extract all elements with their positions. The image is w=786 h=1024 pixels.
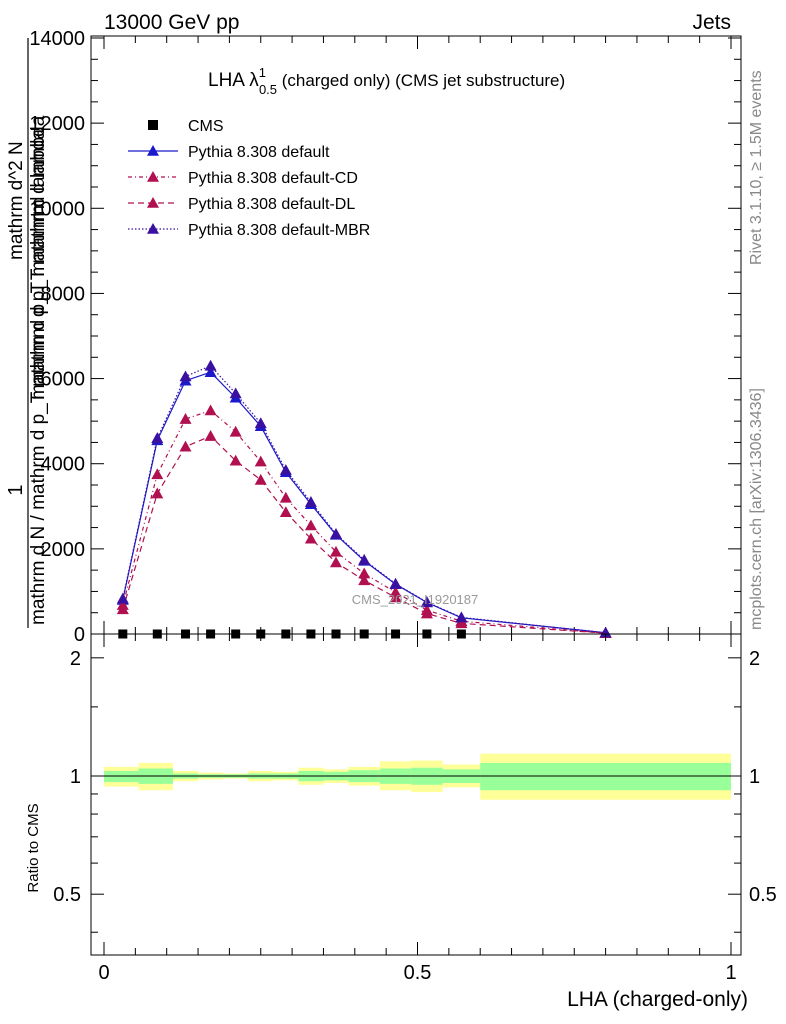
- y-tick-label: 6000: [41, 369, 86, 391]
- data-point: [179, 370, 192, 382]
- main-ylabel: 1 mathrm d N / mathrm d p_T mathrm d p_T…: [5, 38, 49, 628]
- watermark: CMS_2021_I1920187: [352, 592, 479, 607]
- data-point: [389, 577, 402, 589]
- data-point: [151, 487, 164, 499]
- ylabel-numer2: mathrm d^2 N: [6, 141, 27, 260]
- data-point: [304, 519, 317, 531]
- legend-item: Pythia 8.308 default: [128, 144, 330, 161]
- data-point: [229, 454, 242, 466]
- title-main: LHA λ: [208, 70, 259, 91]
- ratio-panel: 0 0.5 1 0.5 0.5 1 1 2 2: [53, 633, 777, 984]
- data-point: [254, 417, 267, 429]
- y-tick-label: 12000: [29, 113, 85, 135]
- ratio-frame: [90, 633, 742, 956]
- data-point: [151, 468, 164, 480]
- process-label: Jets: [692, 11, 731, 34]
- legend-label: CMS: [188, 118, 224, 135]
- data-point: [455, 617, 468, 629]
- energy-label: 13000 GeV pp: [104, 11, 239, 34]
- x-axis-label: LHA (charged-only): [567, 988, 748, 1011]
- data-point: [329, 545, 342, 557]
- legend-label: Pythia 8.308 default-CD: [188, 170, 358, 187]
- legend-item: Pythia 8.308 default-DL: [128, 196, 355, 213]
- data-point: [116, 603, 129, 615]
- series-4: [116, 359, 612, 638]
- y-tick-label: 14000: [29, 28, 85, 50]
- legend-item: Pythia 8.308 default-CD: [128, 170, 358, 187]
- data-point: [179, 440, 192, 452]
- legend-item: CMS: [148, 118, 224, 135]
- data-point: [204, 430, 217, 441]
- ratio-y-tick-label-right: 2: [749, 648, 760, 670]
- data-point: [116, 592, 129, 604]
- title-sub: 0.5: [259, 82, 277, 97]
- x-tick-label: 0.5: [404, 962, 432, 984]
- legend-marker: [148, 120, 158, 130]
- data-point: [204, 359, 217, 371]
- ratio-y-tick-label: 2: [70, 648, 81, 670]
- data-point: [279, 491, 292, 503]
- data-point: [229, 387, 242, 399]
- legend-item: Pythia 8.308 default-MBR: [128, 222, 370, 239]
- ratio-y-tick-label: 0.5: [53, 884, 81, 906]
- legend-marker: [147, 223, 159, 234]
- data-point: [389, 591, 402, 603]
- main-title: LHA λ1 0.5 (charged only) (CMS jet substr…: [208, 65, 565, 97]
- data-point: [420, 607, 433, 619]
- y-tick-label: 0: [74, 624, 85, 646]
- ratio-ylabel: Ratio to CMS: [25, 803, 42, 892]
- y-tick-label: 10000: [29, 198, 85, 220]
- rivet-label: Rivet 3.1.10, ≥ 1.5M events: [748, 70, 765, 265]
- ylabel-denom: mathrm d N / mathrm d p_T mathrm d p_T m…: [28, 115, 49, 625]
- data-point: [358, 567, 371, 579]
- ratio-band-inner: [104, 770, 139, 783]
- data-point: [358, 553, 371, 565]
- data-point: [358, 574, 371, 586]
- legend-marker: [147, 171, 159, 182]
- mcplots-label: mcplots.cern.ch [arXiv:1306.3436]: [748, 388, 765, 630]
- ylabel-denom2: mathrm d p_T mathrm d lambda: [28, 129, 49, 400]
- legend-label: Pythia 8.308 default-MBR: [188, 222, 370, 239]
- ratio-y-tick-label-right: 1: [749, 766, 760, 788]
- x-tick-label: 1: [725, 962, 736, 984]
- data-point: [420, 596, 433, 607]
- x-tick-label: 0: [98, 962, 109, 984]
- main-panel: 0 2000 4000 6000 8000 10000 12000 14000: [29, 28, 742, 646]
- data-point: [254, 455, 267, 467]
- legend-marker: [147, 197, 159, 208]
- data-point: [279, 464, 292, 475]
- data-point: [329, 527, 342, 539]
- data-point: [599, 626, 612, 638]
- data-point: [254, 473, 267, 485]
- ratio-y-tick-label: 1: [70, 766, 81, 788]
- data-point: [329, 556, 342, 568]
- title-rest: (charged only) (CMS jet substructure): [277, 71, 565, 90]
- legend-label: Pythia 8.308 default: [188, 144, 330, 161]
- ylabel-numer: 1: [5, 484, 27, 495]
- data-point: [455, 611, 468, 623]
- series-line: [122, 365, 606, 634]
- series-line: [122, 409, 606, 634]
- data-point: [279, 506, 292, 518]
- ratio-band-inner: [480, 762, 731, 791]
- data-point: [151, 432, 164, 443]
- legend: CMS Pythia 8.308 default Pythia 8.308 defa…: [128, 118, 370, 239]
- data-point: [204, 404, 217, 416]
- title-sup: 1: [259, 65, 266, 80]
- legend-label: Pythia 8.308 default-DL: [188, 196, 355, 213]
- data-point: [204, 366, 217, 377]
- series-line: [122, 435, 606, 634]
- y-tick-label: 4000: [41, 454, 86, 476]
- y-tick-label: 8000: [41, 283, 86, 305]
- data-point: [304, 532, 317, 544]
- legend-marker: [147, 145, 159, 156]
- y-tick-label: 2000: [41, 539, 86, 561]
- data-point: [229, 425, 242, 437]
- data-point: [304, 496, 317, 507]
- data-point: [179, 413, 192, 424]
- ratio-y-tick-label-right: 0.5: [749, 884, 777, 906]
